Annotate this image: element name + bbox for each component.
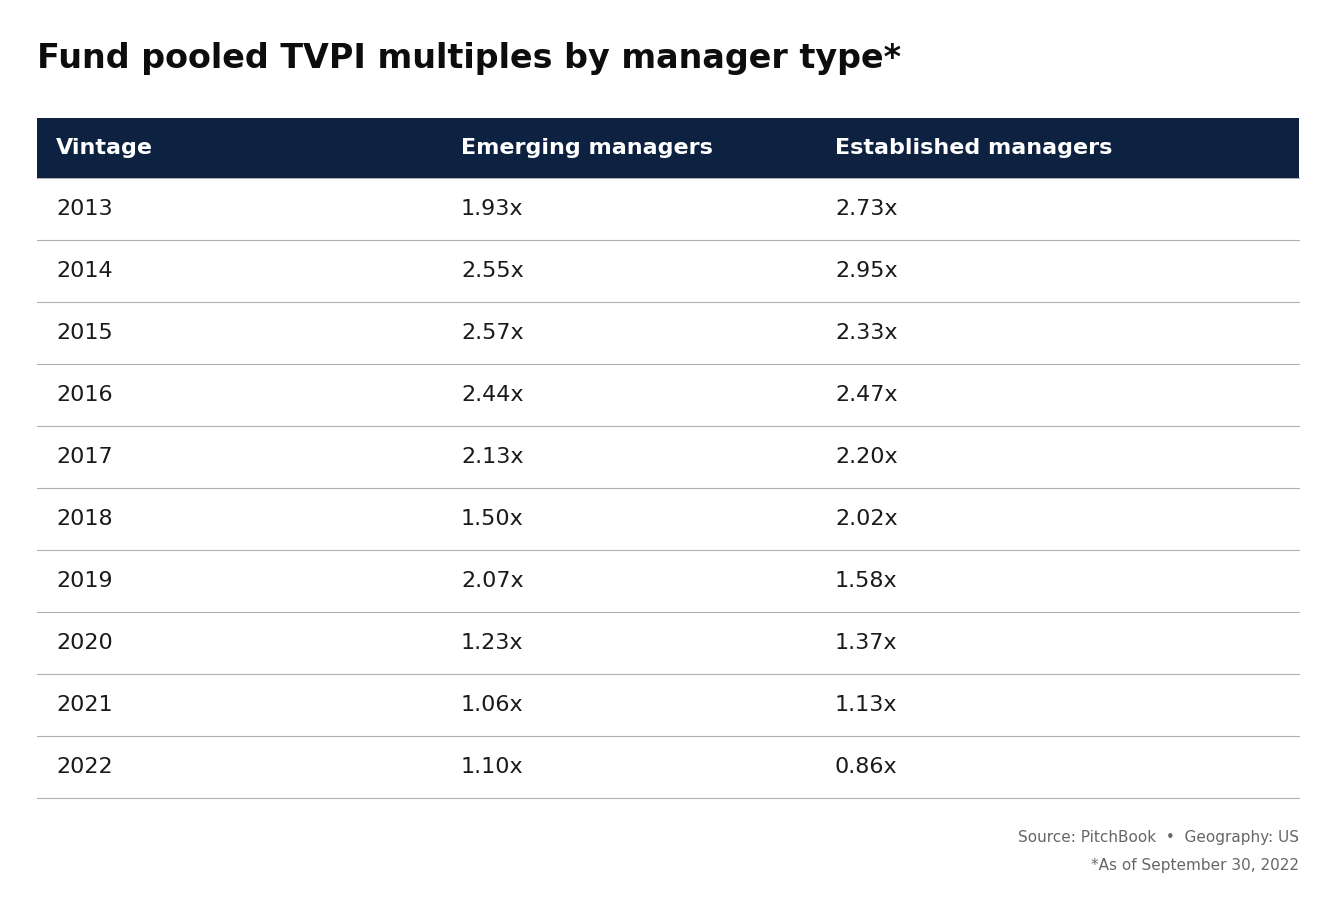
Text: 0.86x: 0.86x [835, 757, 898, 777]
Text: 1.93x: 1.93x [461, 199, 524, 219]
Text: 2022: 2022 [56, 757, 112, 777]
Text: 2.73x: 2.73x [835, 199, 898, 219]
Text: 2.47x: 2.47x [835, 385, 898, 405]
Text: 2018: 2018 [56, 509, 112, 529]
Text: *As of September 30, 2022: *As of September 30, 2022 [1090, 858, 1299, 873]
Text: Established managers: Established managers [835, 138, 1113, 158]
Text: 2.07x: 2.07x [461, 571, 524, 591]
Text: 2.55x: 2.55x [461, 261, 524, 281]
Text: 1.06x: 1.06x [461, 695, 524, 715]
Text: 2019: 2019 [56, 571, 112, 591]
Text: 1.10x: 1.10x [461, 757, 524, 777]
Text: 2.57x: 2.57x [461, 323, 524, 343]
Text: 2.02x: 2.02x [835, 509, 898, 529]
Text: 2.44x: 2.44x [461, 385, 524, 405]
Text: 2.20x: 2.20x [835, 447, 898, 467]
Text: 2014: 2014 [56, 261, 112, 281]
Text: 2020: 2020 [56, 633, 112, 653]
Text: 2.95x: 2.95x [835, 261, 898, 281]
Text: 2.13x: 2.13x [461, 447, 524, 467]
Text: 1.23x: 1.23x [461, 633, 524, 653]
Text: 2017: 2017 [56, 447, 112, 467]
Text: 1.13x: 1.13x [835, 695, 898, 715]
Text: Fund pooled TVPI multiples by manager type*: Fund pooled TVPI multiples by manager ty… [37, 42, 902, 75]
Text: 2021: 2021 [56, 695, 112, 715]
Text: 2.33x: 2.33x [835, 323, 898, 343]
Text: Emerging managers: Emerging managers [461, 138, 713, 158]
Text: 1.37x: 1.37x [835, 633, 898, 653]
Text: Source: PitchBook  •  Geography: US: Source: PitchBook • Geography: US [1018, 830, 1299, 845]
Text: 1.58x: 1.58x [835, 571, 898, 591]
Text: 2016: 2016 [56, 385, 112, 405]
Text: 2013: 2013 [56, 199, 112, 219]
Text: Vintage: Vintage [56, 138, 154, 158]
Text: 1.50x: 1.50x [461, 509, 524, 529]
Text: 2015: 2015 [56, 323, 112, 343]
